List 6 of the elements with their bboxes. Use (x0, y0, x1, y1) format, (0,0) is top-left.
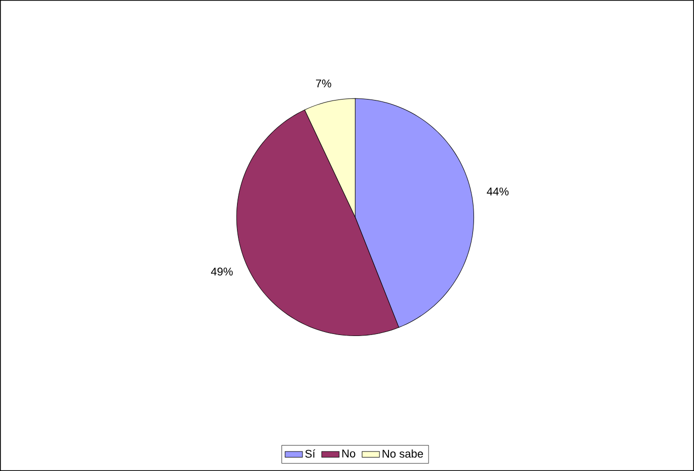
data-label: 7% (316, 79, 332, 88)
legend-label: No sabe (382, 449, 423, 458)
data-label: 49% (210, 268, 233, 276)
data-label: 44% (486, 188, 509, 196)
legend-label: Sí (305, 449, 316, 458)
legend-label: No (342, 450, 356, 458)
